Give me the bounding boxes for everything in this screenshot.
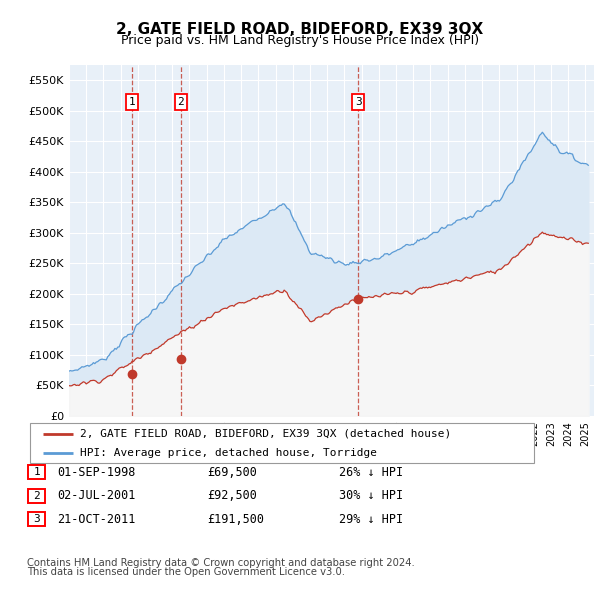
FancyBboxPatch shape [28, 512, 45, 526]
Text: 3: 3 [355, 97, 362, 107]
Text: 26% ↓ HPI: 26% ↓ HPI [339, 466, 403, 478]
Text: 2: 2 [33, 491, 40, 500]
Text: 30% ↓ HPI: 30% ↓ HPI [339, 489, 403, 502]
Text: 3: 3 [33, 514, 40, 524]
Text: £92,500: £92,500 [207, 489, 257, 502]
Text: Price paid vs. HM Land Registry's House Price Index (HPI): Price paid vs. HM Land Registry's House … [121, 34, 479, 47]
Text: 1: 1 [33, 467, 40, 477]
Text: HPI: Average price, detached house, Torridge: HPI: Average price, detached house, Torr… [80, 448, 377, 458]
Text: 01-SEP-1998: 01-SEP-1998 [57, 466, 136, 478]
FancyBboxPatch shape [30, 423, 534, 463]
Text: Contains HM Land Registry data © Crown copyright and database right 2024.: Contains HM Land Registry data © Crown c… [27, 558, 415, 568]
Text: This data is licensed under the Open Government Licence v3.0.: This data is licensed under the Open Gov… [27, 567, 345, 577]
Text: 2, GATE FIELD ROAD, BIDEFORD, EX39 3QX: 2, GATE FIELD ROAD, BIDEFORD, EX39 3QX [116, 22, 484, 37]
Text: 1: 1 [129, 97, 136, 107]
Text: 29% ↓ HPI: 29% ↓ HPI [339, 513, 403, 526]
Text: 2: 2 [178, 97, 184, 107]
Text: 2, GATE FIELD ROAD, BIDEFORD, EX39 3QX (detached house): 2, GATE FIELD ROAD, BIDEFORD, EX39 3QX (… [80, 429, 452, 439]
FancyBboxPatch shape [28, 465, 45, 479]
FancyBboxPatch shape [28, 489, 45, 503]
Text: 02-JUL-2001: 02-JUL-2001 [57, 489, 136, 502]
Text: £191,500: £191,500 [207, 513, 264, 526]
Text: 21-OCT-2011: 21-OCT-2011 [57, 513, 136, 526]
Text: £69,500: £69,500 [207, 466, 257, 478]
